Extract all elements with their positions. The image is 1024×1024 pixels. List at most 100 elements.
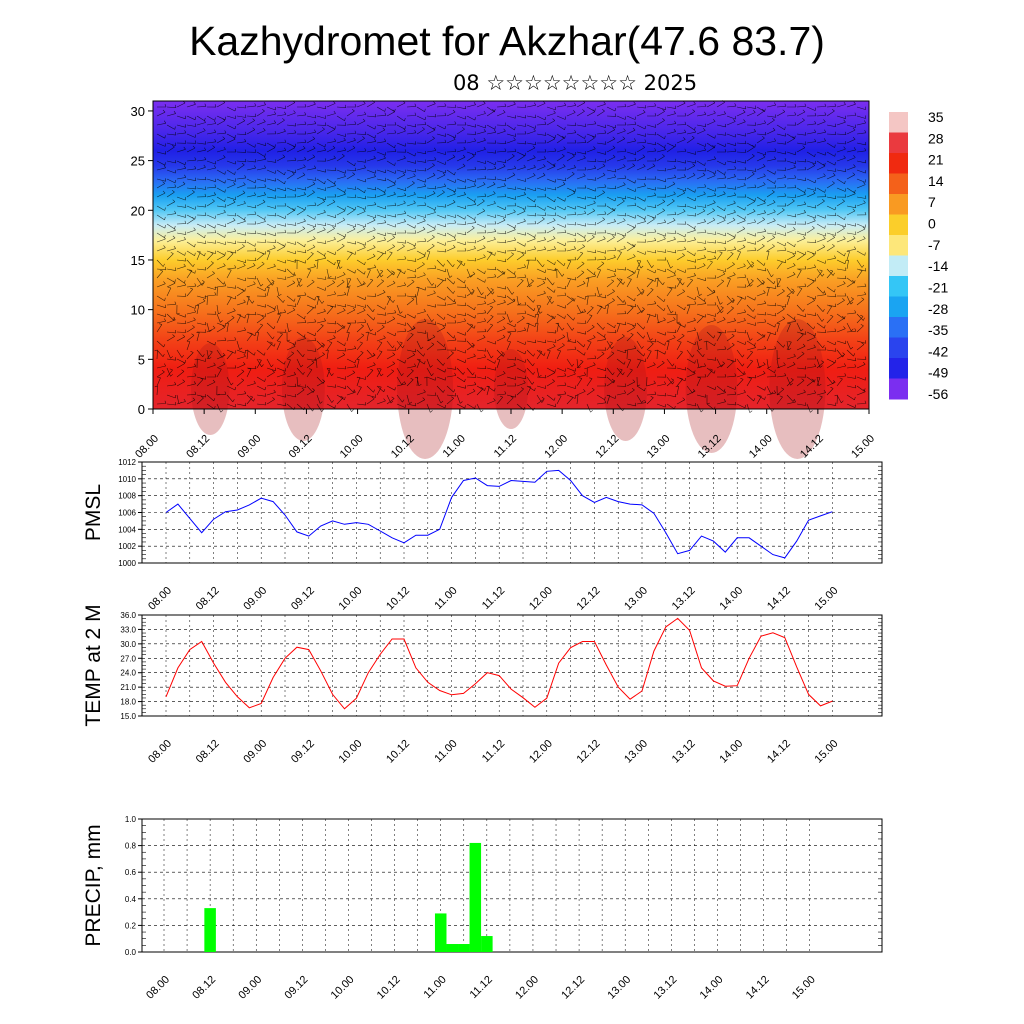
x-tick-label: 11.12 [480,585,507,612]
colorbar-label: -49 [928,365,948,381]
colorbar-label: 35 [928,109,944,125]
warm-core [685,325,738,453]
x-tick-label: 12.12 [575,585,603,613]
colorbar-segment [889,337,908,359]
colorbar-segment [889,276,908,297]
colorbar-label: 0 [928,216,936,232]
x-tick-label: 14.00 [717,738,745,766]
colorbar-label: -42 [928,343,948,359]
x-tick-label: 13.12 [651,974,679,1002]
warm-core [191,343,230,435]
y-tick-label: 24.0 [120,669,136,678]
y-tick-label: 0 [138,402,145,417]
y-tick-label: 0.2 [125,921,137,930]
colorbar-label: -35 [928,322,948,338]
x-tick-label: 08.00 [133,433,161,461]
heatmap-field [153,101,869,409]
warm-core [604,337,647,441]
x-tick-label: 08.12 [194,585,222,613]
x-tick-label: 09.00 [235,433,263,461]
colorbar-label: -21 [928,279,948,295]
precip-bar [434,913,447,952]
chart-title: Kazhydromet for Akzhar(47.6 83.7) [189,18,825,64]
x-tick-label: 15.00 [790,974,818,1002]
x-tick-label: 10.00 [337,738,365,766]
colorbar-label: -7 [928,237,941,253]
x-tick-label: 08.00 [144,974,172,1002]
precip-bar [446,944,459,952]
x-tick-label: 10.12 [375,974,403,1002]
y-tick-label: 0.4 [125,895,137,904]
x-tick-label: 14.12 [744,974,772,1002]
precip-bar [469,842,482,952]
colorbar-segment [889,112,908,133]
x-tick-label: 12.00 [527,738,555,766]
x-tick-label: 15.00 [813,738,841,766]
colorbar-segment [889,358,908,379]
x-tick-label: 11.00 [432,738,459,765]
y-tick-label: 0.0 [125,948,137,957]
x-tick-label: 10.12 [384,738,412,766]
x-tick-label: 12.00 [542,433,570,461]
y-tick-label: 27.0 [120,654,136,663]
y-tick-label: 21.0 [120,683,136,692]
x-tick-label: 12.12 [575,738,603,766]
x-tick-label: 12.00 [527,585,555,613]
y-tick-label: 30.0 [120,640,136,649]
x-tick-label: 14.00 [717,585,745,613]
y-tick-label: 1.0 [125,815,137,824]
warm-core [397,319,454,459]
y-tick-label: 1010 [118,475,136,484]
y-axis-title: TEMP at 2 M [82,604,105,726]
plot-frame [141,614,883,717]
colorbar-segment [889,214,908,236]
x-tick-label: 11.12 [492,433,519,460]
y-tick-label: 1008 [118,492,136,501]
colorbar-segment [889,317,908,338]
precip-bar [481,936,493,952]
colorbar-segment [889,132,908,154]
data-line [165,617,833,710]
y-tick-label: 25 [131,154,145,169]
temperature-panel: 15.0 18.0 21.0 24.0 27.0 30.0 33.0 36.0 08.00 08.… [82,604,883,766]
x-tick-label: 11.12 [480,738,507,765]
x-tick-label: 08.00 [146,585,174,613]
colorbar-label: -14 [928,258,948,274]
colorbar-label: -56 [928,386,948,402]
colorbar-label: 7 [928,194,936,210]
x-tick-label: 11.00 [432,585,459,612]
colorbar-segment [889,194,908,215]
colorbar-segment [889,255,908,277]
x-tick-label: 13.00 [622,585,650,613]
y-tick-label: 1012 [118,458,136,467]
precip-panel: 0.0 0.2 0.4 0.6 0.8 1.0 08.00 08.12 09.00 09.12 10… [82,815,883,1002]
data-line [165,469,833,559]
x-tick-label: 11.12 [468,974,495,1001]
colorbar-segment [889,296,908,318]
y-tick-label: 1004 [118,525,136,534]
x-tick-label: 13.00 [605,974,633,1002]
x-tick-label: 13.00 [645,433,673,461]
y-tick-label: 1006 [118,509,136,518]
x-tick-label: 10.12 [384,585,412,613]
x-tick-label: 10.00 [329,974,357,1002]
x-tick-label: 09.12 [283,974,311,1002]
y-tick-label: 20 [131,203,145,218]
y-tick-label: 1000 [118,559,136,568]
colorbar-label: 28 [928,130,944,146]
colorbar-label: -28 [928,301,948,317]
x-tick-label: 15.00 [813,585,841,613]
colorbar-segment [889,173,908,195]
x-tick-label: 14.00 [698,974,726,1002]
x-tick-label: 09.00 [236,974,264,1002]
x-tick-label: 08.00 [146,738,174,766]
x-tick-label: 13.00 [622,738,650,766]
y-tick-label: 30 [131,104,145,119]
x-tick-label: 10.00 [337,585,365,613]
precip-bar [458,944,470,952]
y-tick-label: 5 [138,352,145,367]
x-tick-label: 09.00 [241,738,269,766]
x-tick-label: 09.12 [289,585,317,613]
x-tick-label: 14.12 [765,585,793,613]
